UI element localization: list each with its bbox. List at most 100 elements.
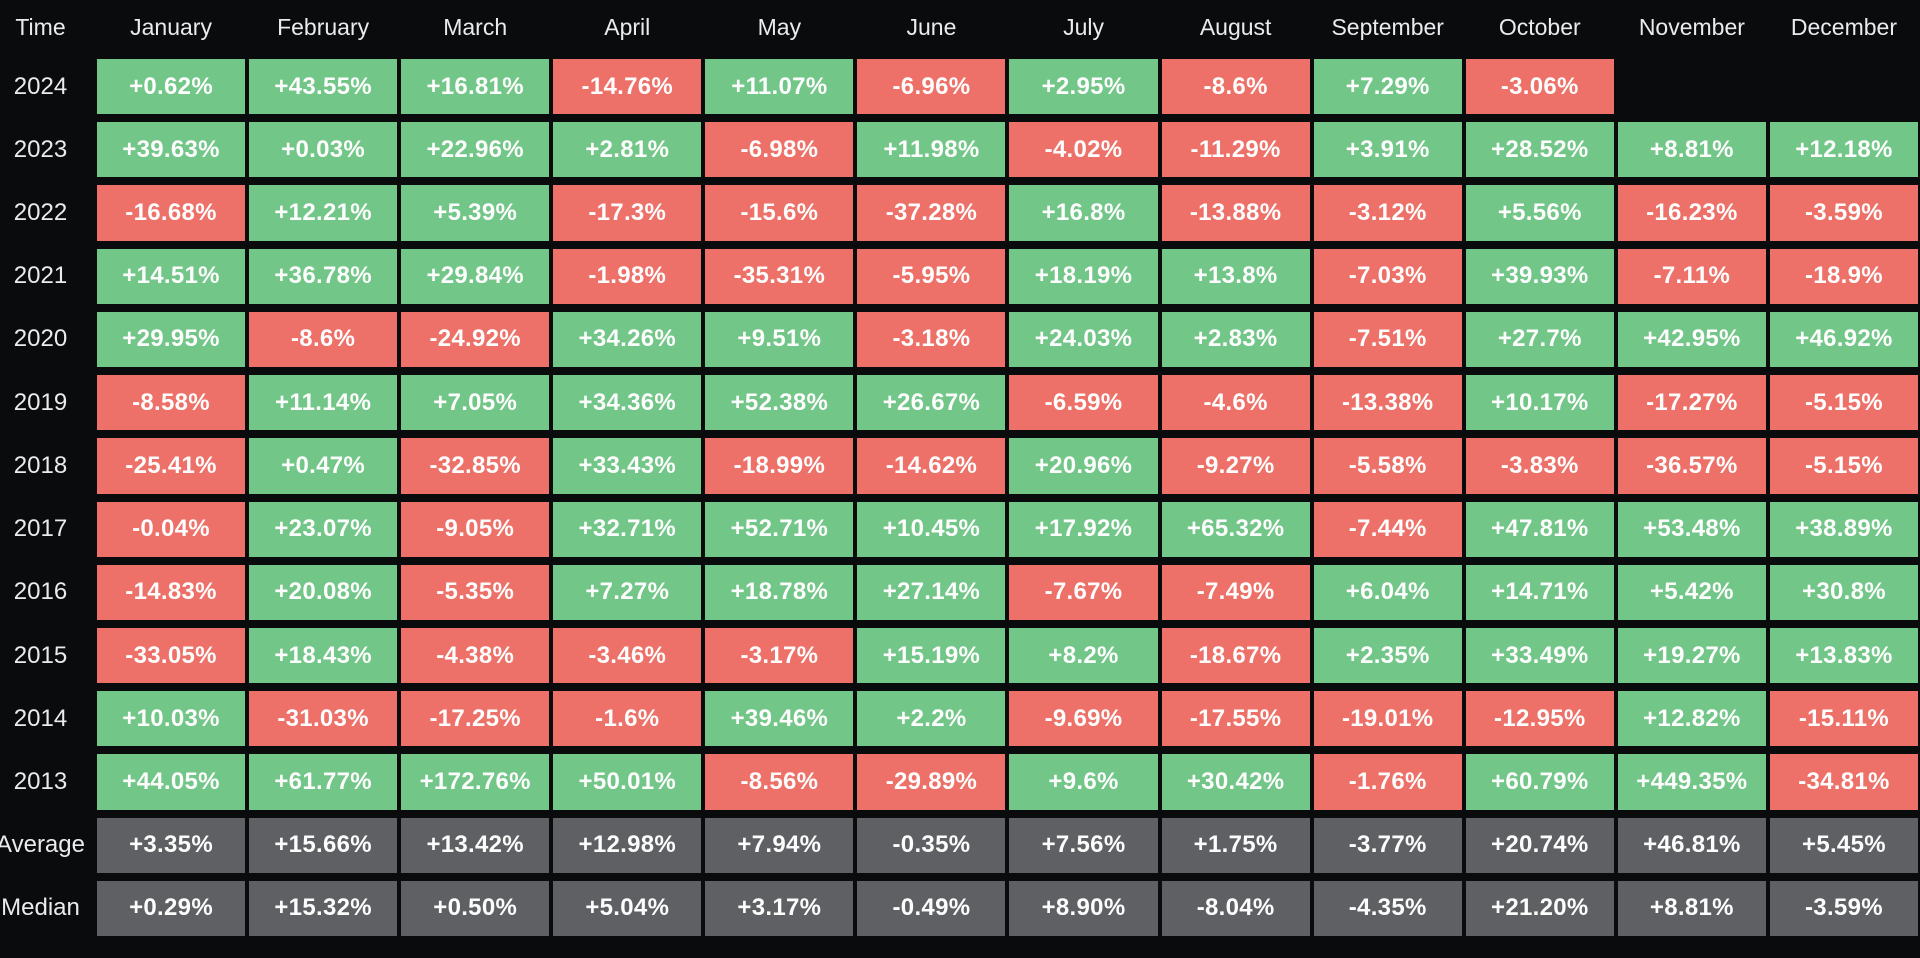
cell-average-december: +5.45% — [1769, 817, 1918, 873]
cell-2018-august: -9.27% — [1161, 438, 1310, 494]
cell-2016-march: -5.35% — [401, 564, 550, 620]
cell-2019-july: -6.59% — [1009, 375, 1158, 431]
cell-2016-october: +14.71% — [1465, 564, 1614, 620]
cell-2014-april: -1.6% — [553, 691, 702, 747]
cell-2022-december: -3.59% — [1769, 185, 1918, 241]
cell-2018-october: -3.83% — [1465, 438, 1614, 494]
cell-2014-october: -12.95% — [1465, 691, 1614, 747]
cell-median-february: +15.32% — [249, 880, 398, 936]
cell-2015-april: -3.46% — [553, 627, 702, 684]
cell-2014-november: +12.82% — [1617, 691, 1766, 747]
row-label-2017: 2017 — [13, 515, 68, 543]
cell-median-october: +21.20% — [1465, 880, 1614, 936]
cell-median-november: +8.81% — [1617, 880, 1766, 936]
cell-2023-november: +8.81% — [1617, 122, 1766, 178]
cell-2020-february: -8.6% — [249, 311, 398, 368]
cell-2018-may: -18.99% — [705, 438, 854, 494]
cell-2013-april: +50.01% — [553, 754, 702, 810]
cell-2024-november — [1618, 59, 1766, 114]
cell-2016-april: +7.27% — [553, 564, 702, 620]
cell-2016-september: +6.04% — [1313, 564, 1462, 620]
cell-2014-august: -17.55% — [1161, 691, 1310, 747]
cell-2022-may: -15.6% — [705, 185, 854, 241]
cell-2021-may: -35.31% — [705, 248, 854, 304]
cell-2024-may: +11.07% — [705, 59, 854, 115]
cell-2016-december: +30.8% — [1769, 564, 1918, 620]
row-label-2013: 2013 — [13, 767, 68, 795]
cell-2018-january: -25.41% — [97, 438, 246, 494]
cell-2024-july: +2.95% — [1009, 59, 1158, 115]
cell-2017-november: +53.48% — [1617, 501, 1766, 557]
cell-2021-january: +14.51% — [97, 248, 246, 304]
cell-2013-january: +44.05% — [97, 754, 246, 810]
cell-2023-december: +12.18% — [1769, 122, 1918, 178]
cell-median-july: +8.90% — [1009, 880, 1158, 936]
cell-2014-september: -19.01% — [1313, 691, 1462, 747]
cell-2021-november: -7.11% — [1617, 248, 1766, 304]
cell-2013-july: +9.6% — [1009, 754, 1158, 810]
cell-2020-september: -7.51% — [1313, 311, 1462, 368]
cell-2015-september: +2.35% — [1313, 627, 1462, 684]
cell-2015-march: -4.38% — [401, 627, 550, 684]
month-header-october: October — [1498, 14, 1581, 40]
cell-2019-december: -5.15% — [1769, 375, 1918, 431]
cell-2021-september: -7.03% — [1313, 248, 1462, 304]
row-label-2020: 2020 — [13, 325, 68, 353]
month-header-february: February — [277, 14, 370, 40]
cell-2014-january: +10.03% — [97, 691, 246, 747]
cell-2023-september: +3.91% — [1313, 122, 1462, 178]
cell-2024-december — [1770, 59, 1918, 114]
cell-2019-march: +7.05% — [401, 375, 550, 431]
cell-2023-may: -6.98% — [705, 122, 854, 178]
row-label-2023: 2023 — [13, 135, 68, 163]
cell-2019-june: +26.67% — [857, 375, 1006, 431]
cell-2023-february: +0.03% — [249, 122, 398, 178]
cell-2020-january: +29.95% — [97, 311, 246, 368]
cell-2023-july: -4.02% — [1009, 122, 1158, 178]
cell-2022-march: +5.39% — [401, 185, 550, 241]
cell-2021-august: +13.8% — [1161, 248, 1310, 304]
cell-2022-july: +16.8% — [1009, 185, 1158, 241]
cell-median-april: +5.04% — [553, 880, 702, 936]
cell-2016-may: +18.78% — [705, 564, 854, 620]
month-header-may: May — [757, 14, 802, 40]
month-header-january: January — [130, 14, 212, 40]
cell-2018-september: -5.58% — [1313, 438, 1462, 494]
cell-2019-april: +34.36% — [553, 375, 702, 431]
month-header-june: June — [906, 14, 957, 40]
cell-2024-february: +43.55% — [249, 59, 398, 115]
cell-2020-may: +9.51% — [705, 311, 854, 368]
row-label-2015: 2015 — [13, 641, 68, 669]
row-label-2024: 2024 — [13, 72, 68, 100]
cell-2017-october: +47.81% — [1465, 501, 1614, 557]
month-header-march: March — [443, 14, 508, 40]
cell-median-august: -8.04% — [1161, 880, 1310, 936]
cell-2014-july: -9.69% — [1009, 691, 1158, 747]
cell-2013-october: +60.79% — [1465, 754, 1614, 810]
row-label-2021: 2021 — [13, 262, 68, 290]
cell-2016-august: -7.49% — [1161, 564, 1310, 620]
cell-2013-august: +30.42% — [1161, 754, 1310, 810]
cell-2020-november: +42.95% — [1617, 311, 1766, 368]
cell-2019-september: -13.38% — [1313, 375, 1462, 431]
cell-2018-june: -14.62% — [857, 438, 1006, 494]
month-header-july: July — [1063, 14, 1104, 40]
month-header-december: December — [1790, 14, 1897, 40]
cell-2013-november: +449.35% — [1617, 754, 1766, 810]
cell-2017-august: +65.32% — [1161, 501, 1310, 557]
row-label-2022: 2022 — [13, 199, 68, 227]
cell-2019-november: -17.27% — [1617, 375, 1766, 431]
cell-median-june: -0.49% — [857, 880, 1006, 936]
cell-2013-march: +172.76% — [401, 754, 550, 810]
cell-2020-june: -3.18% — [857, 311, 1006, 368]
cell-2016-july: -7.67% — [1009, 564, 1158, 620]
cell-2015-may: -3.17% — [705, 627, 854, 684]
cell-2022-february: +12.21% — [249, 185, 398, 241]
cell-2022-april: -17.3% — [553, 185, 702, 241]
row-label-2016: 2016 — [13, 578, 68, 606]
cell-2017-february: +23.07% — [249, 501, 398, 557]
cell-median-september: -4.35% — [1313, 880, 1462, 936]
cell-2013-february: +61.77% — [249, 754, 398, 810]
cell-2024-june: -6.96% — [857, 59, 1006, 115]
